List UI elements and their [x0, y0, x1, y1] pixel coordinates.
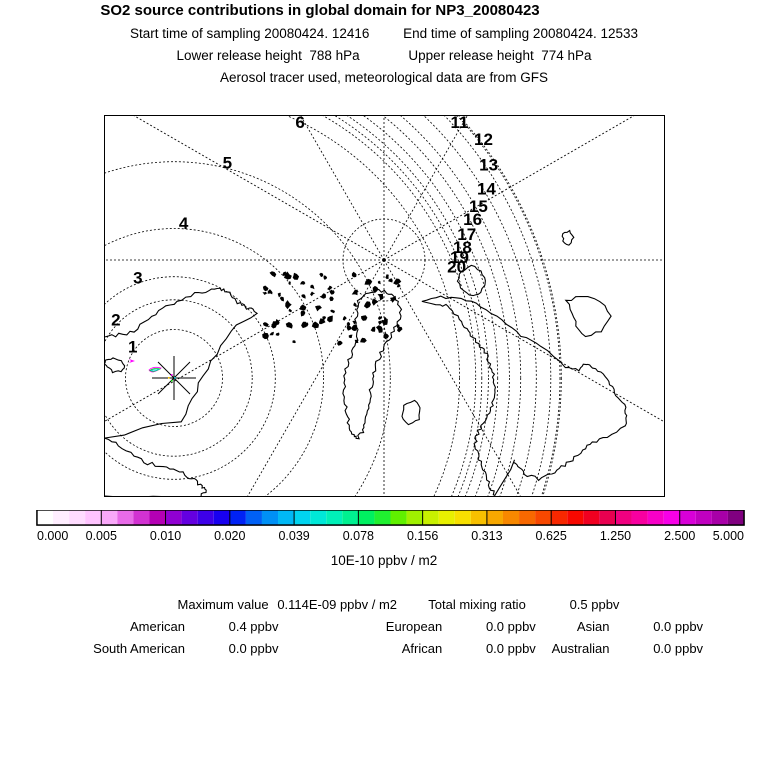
svg-text:11: 11 [451, 116, 469, 132]
svg-text:12: 12 [474, 130, 493, 149]
svg-text:0.078: 0.078 [343, 529, 374, 543]
svg-text:5.000: 5.000 [713, 529, 744, 543]
svg-text:2: 2 [111, 311, 120, 330]
svg-text:14: 14 [477, 180, 496, 199]
svg-text:1: 1 [128, 338, 137, 357]
svg-text:0.020: 0.020 [214, 529, 245, 543]
svg-text:4: 4 [179, 214, 189, 233]
svg-text:0.039: 0.039 [278, 529, 309, 543]
svg-text:1.250: 1.250 [600, 529, 631, 543]
svg-text:0.005: 0.005 [86, 529, 117, 543]
svg-text:0.010: 0.010 [150, 529, 181, 543]
svg-text:0.625: 0.625 [536, 529, 567, 543]
svg-text:0.000: 0.000 [37, 529, 68, 543]
svg-text:2.500: 2.500 [664, 529, 695, 543]
svg-text:0.313: 0.313 [471, 529, 502, 543]
svg-text:13: 13 [479, 156, 498, 175]
svg-text:0.156: 0.156 [407, 529, 438, 543]
svg-text:6: 6 [295, 116, 304, 132]
svg-text:5: 5 [223, 153, 232, 172]
svg-text:20: 20 [447, 258, 466, 277]
svg-text:3: 3 [133, 268, 142, 287]
